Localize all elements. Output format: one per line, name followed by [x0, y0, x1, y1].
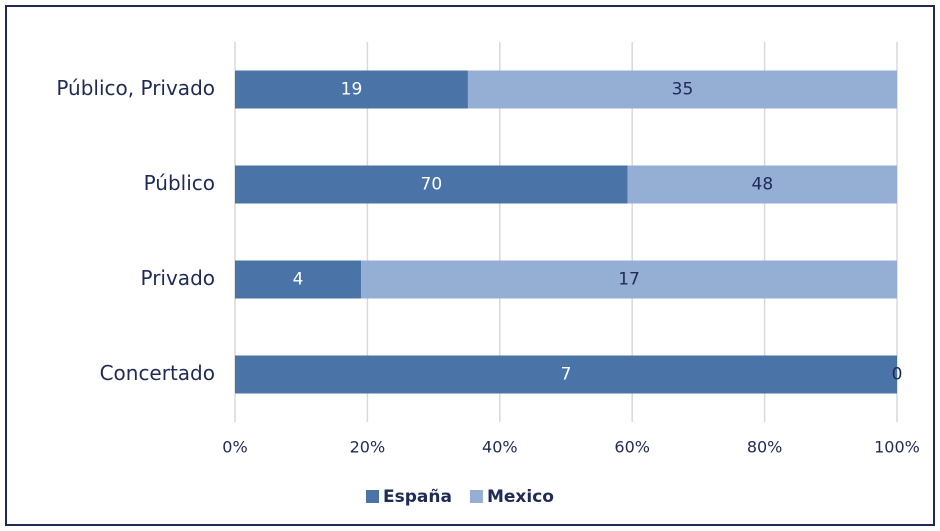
- bar: [235, 70, 468, 109]
- data-label: 0: [892, 365, 903, 385]
- data-label: 7: [561, 365, 572, 385]
- bar: [235, 165, 628, 204]
- legend-label: Mexico: [487, 487, 554, 507]
- x-tick-label: 0%: [222, 438, 247, 457]
- data-label: 48: [752, 175, 774, 195]
- x-tick-label: 60%: [614, 438, 650, 457]
- y-tick-label: Público: [144, 171, 215, 195]
- y-tick-label: Público, Privado: [56, 76, 215, 100]
- legend-label: España: [383, 487, 452, 507]
- bar: [467, 70, 897, 109]
- data-label: 19: [341, 80, 363, 100]
- bar: [361, 260, 898, 299]
- legend-swatch: [469, 490, 483, 503]
- bar: [627, 165, 897, 204]
- bar: [235, 260, 362, 299]
- legend-swatch: [366, 490, 379, 503]
- data-label: 70: [421, 175, 443, 195]
- data-label: 4: [293, 270, 304, 290]
- x-tick-label: 20%: [350, 438, 386, 457]
- x-tick-label: 40%: [482, 438, 518, 457]
- data-label: 35: [672, 80, 694, 100]
- y-tick-label: Privado: [140, 266, 215, 290]
- bar: [235, 355, 897, 394]
- x-tick-label: 100%: [874, 438, 920, 457]
- y-tick-label: Concertado: [100, 361, 215, 385]
- data-label: 17: [618, 270, 640, 290]
- x-tick-label: 80%: [747, 438, 783, 457]
